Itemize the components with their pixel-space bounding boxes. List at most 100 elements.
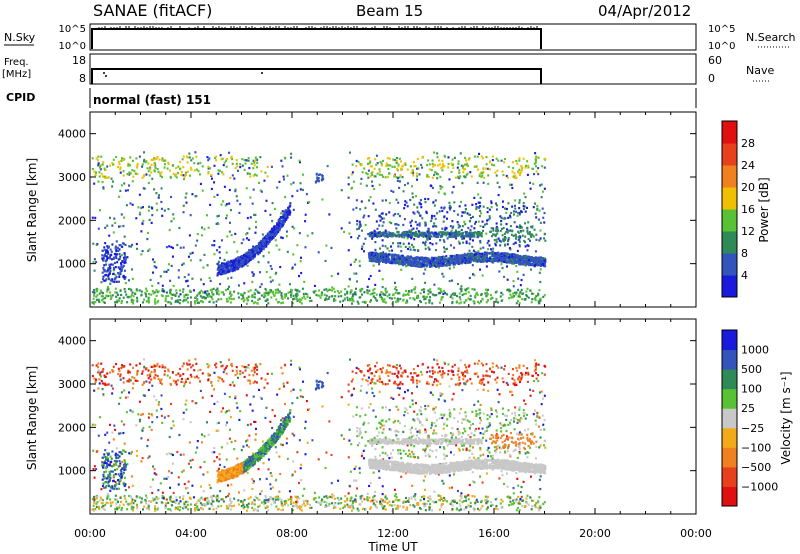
data-cell: [361, 300, 364, 304]
data-cell: [439, 234, 442, 237]
data-cell: [422, 290, 425, 294]
data-cell: [457, 162, 460, 166]
data-cell: [376, 258, 379, 261]
data-cell: [359, 182, 362, 185]
data-cell: [252, 274, 255, 277]
data-cell: [495, 208, 498, 211]
data-cell: [359, 208, 362, 211]
data-cell: [457, 233, 460, 237]
data-cell: [165, 295, 168, 298]
data-cell: [369, 196, 372, 199]
data-cell: [254, 231, 257, 234]
data-cell: [135, 242, 138, 246]
data-cell: [410, 228, 413, 231]
data-cell: [534, 250, 537, 253]
data-cell: [236, 165, 239, 168]
data-cell: [257, 291, 260, 294]
data-cell: [375, 154, 378, 157]
data-cell: [437, 264, 440, 267]
data-cell: [167, 263, 170, 266]
data-cell: [538, 239, 541, 242]
data-cell: [160, 294, 163, 297]
data-cell: [122, 274, 125, 277]
data-cell: [481, 260, 484, 263]
data-cell: [378, 269, 381, 272]
data-cell: [538, 302, 541, 305]
data-cell: [428, 168, 431, 171]
data-cell: [295, 295, 298, 298]
data-cell: [457, 262, 460, 266]
data-cell: [373, 233, 376, 236]
data-cell: [425, 264, 428, 267]
data-cell: [210, 288, 213, 291]
data-cell: [270, 165, 273, 168]
data-cell: [397, 245, 400, 248]
data-cell: [122, 224, 125, 228]
data-cell: [467, 291, 470, 294]
data-cell: [280, 212, 283, 215]
data-cell: [355, 287, 358, 290]
data-cell: [248, 172, 251, 176]
data-cell: [107, 275, 110, 278]
data-cell: [202, 266, 205, 269]
data-cell: [256, 252, 259, 255]
data-cell: [405, 201, 408, 204]
data-cell: [145, 289, 148, 292]
data-cell: [429, 232, 432, 235]
data-cell: [113, 252, 116, 256]
data-cell: [251, 299, 254, 303]
data-cell: [451, 292, 454, 295]
data-cell: [481, 297, 484, 300]
data-cell: [195, 155, 198, 158]
data-cell: [426, 163, 429, 167]
data-cell: [518, 231, 521, 235]
data-cell: [140, 290, 143, 293]
data-cell: [379, 160, 382, 164]
data-cell: [102, 268, 105, 271]
data-cell: [447, 233, 450, 236]
data-cell: [398, 262, 401, 265]
data-cell: [243, 158, 246, 162]
data-cell: [378, 215, 381, 218]
data-cell: [108, 216, 111, 219]
data-cell: [496, 253, 499, 256]
data-cell: [436, 164, 439, 167]
data-cell: [462, 171, 465, 174]
data-cell: [123, 259, 126, 262]
data-cell: [294, 288, 297, 291]
data-cell: [325, 294, 328, 297]
data-cell: [447, 261, 450, 264]
data-cell: [492, 227, 495, 230]
data-cell: [225, 159, 228, 162]
data-cell: [364, 223, 367, 227]
data-cell: [504, 217, 507, 220]
data-cell: [93, 170, 96, 173]
data-cell: [398, 292, 401, 295]
data-cell: [182, 299, 185, 302]
data-cell: [149, 166, 152, 169]
data-cell: [384, 176, 387, 179]
data-cell: [412, 227, 415, 230]
data-cell: [254, 288, 257, 291]
data-cell: [451, 158, 454, 161]
data-cell: [150, 158, 153, 161]
data-cell: [499, 257, 502, 261]
data-cell: [104, 254, 107, 258]
data-cell: [387, 256, 390, 259]
data-cell: [336, 289, 339, 293]
data-cell: [249, 252, 252, 255]
data-cell: [426, 260, 429, 263]
data-cell: [221, 157, 224, 160]
data-cell: [391, 257, 394, 260]
data-cell: [351, 163, 354, 166]
data-cell: [374, 208, 377, 211]
data-cell: [179, 246, 182, 249]
data-cell: [461, 254, 464, 258]
data-cell: [290, 291, 293, 295]
data-cell: [331, 295, 334, 298]
data-cell: [521, 298, 524, 301]
data-cell: [522, 202, 525, 205]
data-cell: [96, 288, 99, 291]
data-cell: [397, 242, 400, 245]
data-cell: [256, 302, 259, 305]
